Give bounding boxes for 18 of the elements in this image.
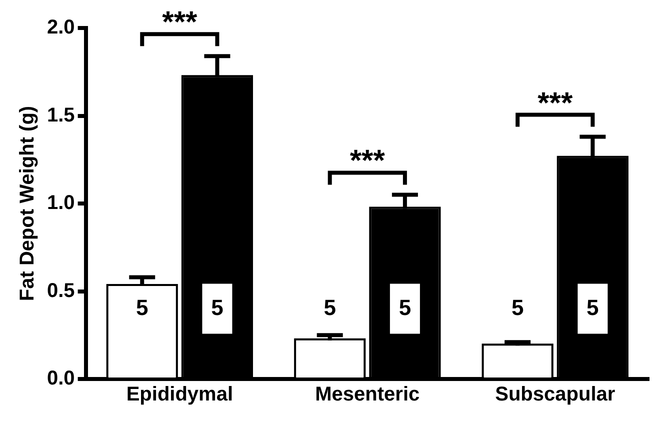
annotation: 5 — [398, 294, 412, 320]
annotation: 5 — [324, 294, 336, 320]
annotation: 5 — [136, 294, 148, 320]
annotation: 5 — [511, 294, 524, 320]
y-tick-label: 1.5 — [46, 104, 75, 126]
annotation: *** — [538, 86, 573, 120]
x-tick-label: Mesenteric — [315, 384, 420, 406]
y-axis-title: Fat Depot Weight (g) — [16, 106, 39, 302]
x-tick-label: Subscapular — [495, 384, 616, 406]
annotation: 5 — [586, 294, 599, 320]
annotation: 5 — [211, 294, 224, 320]
y-tick-label: 0.0 — [46, 368, 75, 390]
y-tick-label: 1.0 — [46, 192, 75, 214]
y-tick-label: 2.0 — [46, 16, 75, 39]
y-tick-label: 0.5 — [46, 280, 75, 302]
annotation: *** — [350, 144, 386, 178]
x-tick-label: Epididymal — [126, 384, 234, 406]
annotation: *** — [162, 6, 198, 40]
